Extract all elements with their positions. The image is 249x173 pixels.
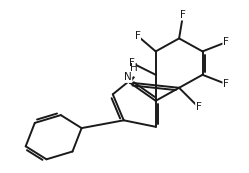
Text: F: F [223,79,229,89]
Text: F: F [180,10,186,20]
Text: F: F [134,31,140,41]
Text: N: N [124,72,132,82]
Text: F: F [223,37,229,47]
Text: H: H [130,63,137,73]
Text: F: F [196,102,201,112]
Text: F: F [129,58,135,68]
